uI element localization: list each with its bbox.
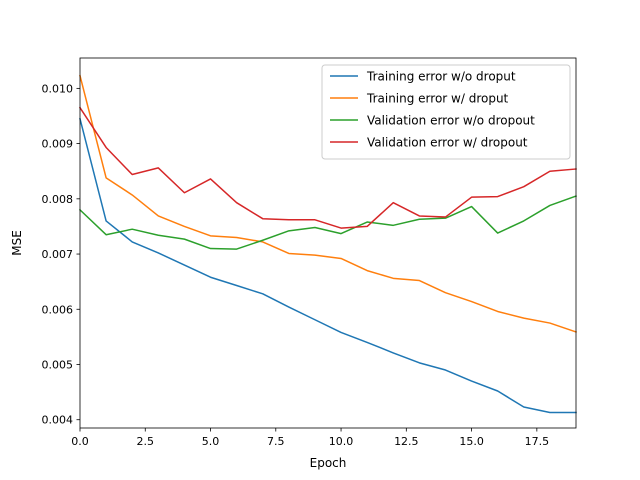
legend: Training error w/o droput Training error …: [321, 64, 571, 160]
y-tick-label: 0.010: [42, 82, 74, 95]
x-tick-label: 15.0: [459, 435, 484, 448]
x-tick-label: 2.5: [137, 435, 155, 448]
series-lines: [78, 74, 577, 414]
x-tick-label: 10.0: [329, 435, 354, 448]
y-tick-label: 0.004: [42, 414, 74, 427]
y-tick-label: 0.008: [42, 193, 74, 206]
legend-label-3: Validation error w/o dropout: [367, 114, 535, 128]
y-tick-label: 0.007: [42, 248, 74, 261]
x-tick-label: 17.5: [525, 435, 550, 448]
y-axis-label: MSE: [10, 230, 24, 256]
y-tick-label: 0.009: [42, 138, 74, 151]
legend-label-2: Training error w/ droput: [366, 92, 509, 106]
x-axis-label: Epoch: [310, 456, 347, 470]
axes-frame: [79, 57, 577, 429]
series-line-3: [78, 195, 577, 250]
series-line-1: [79, 117, 577, 414]
legend-label-1: Training error w/o droput: [366, 70, 516, 84]
series-line-2: [79, 74, 577, 333]
series-line-4: [78, 106, 577, 229]
x-tick-label: 7.5: [267, 435, 285, 448]
y-tick-label: 0.006: [42, 303, 74, 316]
x-tick-label: 5.0: [202, 435, 220, 448]
legend-box: [321, 64, 571, 160]
x-tick-label: 0.0: [71, 435, 89, 448]
y-tick-label: 0.005: [42, 358, 74, 371]
x-tick-label: 12.5: [394, 435, 419, 448]
legend-label-4: Validation error w/ dropout: [367, 136, 528, 150]
axes: 0.0 2.5 5.0 7.5 10.0 12.5 15.0 17.5 0.004 0.005 0.…: [42, 57, 577, 448]
